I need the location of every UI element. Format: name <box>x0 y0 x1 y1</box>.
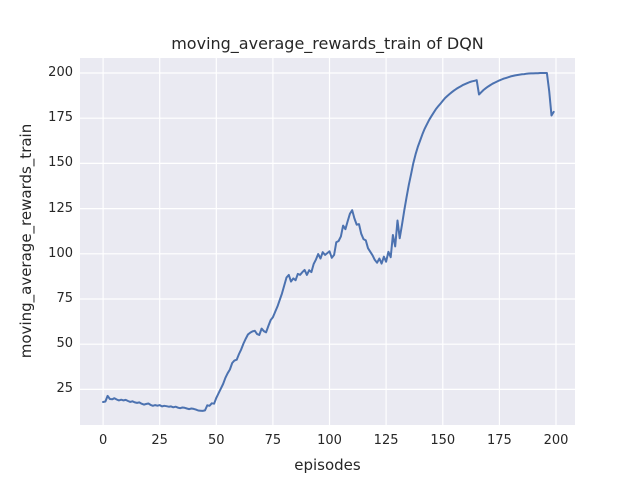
y-tick-label: 125 <box>48 200 73 216</box>
y-tick-label: 25 <box>56 381 73 397</box>
y-tick-label: 175 <box>48 110 73 126</box>
series-line-moving_average_rewards_train <box>102 72 555 412</box>
y-tick-label: 200 <box>48 65 73 80</box>
axes-background <box>80 58 575 425</box>
chart-title: moving_average_rewards_train of DQN <box>171 34 484 53</box>
x-tick-label: 25 <box>151 433 168 448</box>
x-tick-label: 50 <box>208 433 225 448</box>
y-tick-label: 100 <box>48 245 73 261</box>
x-tick-label: 200 <box>543 433 569 448</box>
y-tick-label: 150 <box>48 155 73 171</box>
x-tick-label: 0 <box>98 433 108 448</box>
x-axis-label: episodes <box>294 456 361 474</box>
y-tick-label: 75 <box>56 291 73 306</box>
x-tick-label: 75 <box>264 433 282 448</box>
x-tick-label: 150 <box>430 433 456 448</box>
x-tick-label: 100 <box>317 433 342 448</box>
x-tick-label: 175 <box>486 433 512 448</box>
y-tick-label: 50 <box>56 336 73 352</box>
x-tick-label: 125 <box>373 433 399 448</box>
